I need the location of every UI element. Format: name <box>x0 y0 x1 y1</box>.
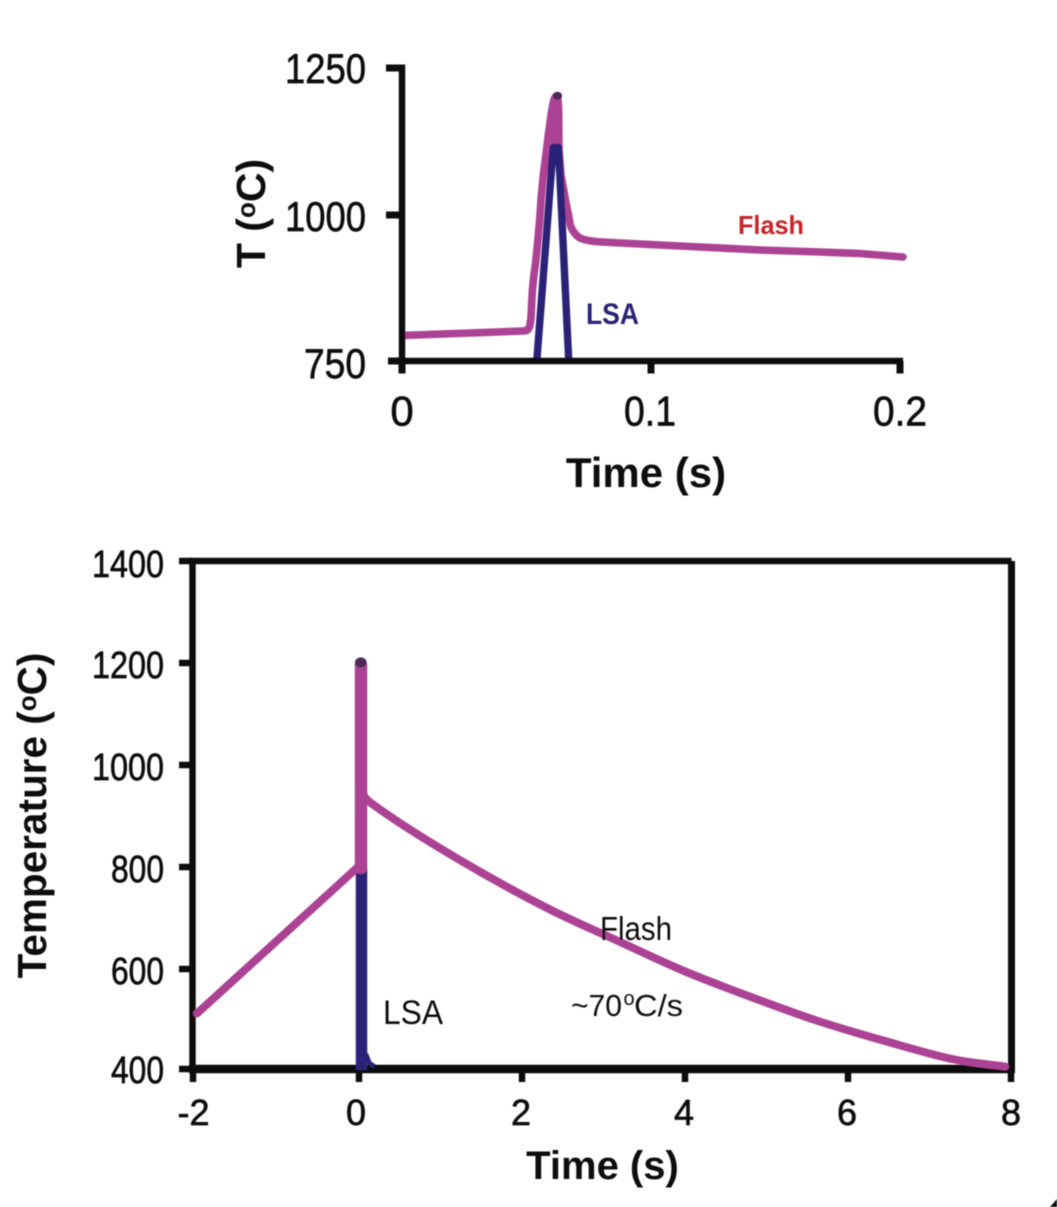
svg-text:C/s: C/s <box>634 988 683 1023</box>
svg-text:750: 750 <box>304 340 366 387</box>
svg-text:8: 8 <box>1001 1092 1021 1133</box>
svg-text:LSA: LSA <box>383 994 443 1032</box>
svg-text:1000: 1000 <box>285 193 366 240</box>
svg-text:0: 0 <box>390 388 413 435</box>
svg-text:0.1: 0.1 <box>624 388 676 435</box>
svg-text:o: o <box>624 988 635 1010</box>
svg-text:LSA: LSA <box>586 298 639 331</box>
svg-text:Time (s): Time (s) <box>526 1144 679 1188</box>
svg-text:~70: ~70 <box>571 988 622 1023</box>
svg-text:1400: 1400 <box>92 544 164 586</box>
svg-text:400: 400 <box>111 1050 164 1092</box>
svg-text:0.2: 0.2 <box>873 388 927 435</box>
svg-text:2: 2 <box>511 1092 531 1133</box>
svg-text:1250: 1250 <box>285 45 366 92</box>
svg-text:Flash: Flash <box>738 210 804 240</box>
svg-text:1000: 1000 <box>92 747 164 789</box>
svg-text:6: 6 <box>837 1092 857 1133</box>
svg-text:600: 600 <box>111 951 164 993</box>
svg-text:1200: 1200 <box>92 645 164 687</box>
svg-text:-2: -2 <box>177 1092 209 1133</box>
svg-text:0: 0 <box>346 1092 366 1133</box>
svg-text:Time (s): Time (s) <box>566 449 726 496</box>
svg-text:4: 4 <box>674 1092 694 1133</box>
svg-text:800: 800 <box>111 849 164 891</box>
svg-text:Flash: Flash <box>600 910 672 947</box>
